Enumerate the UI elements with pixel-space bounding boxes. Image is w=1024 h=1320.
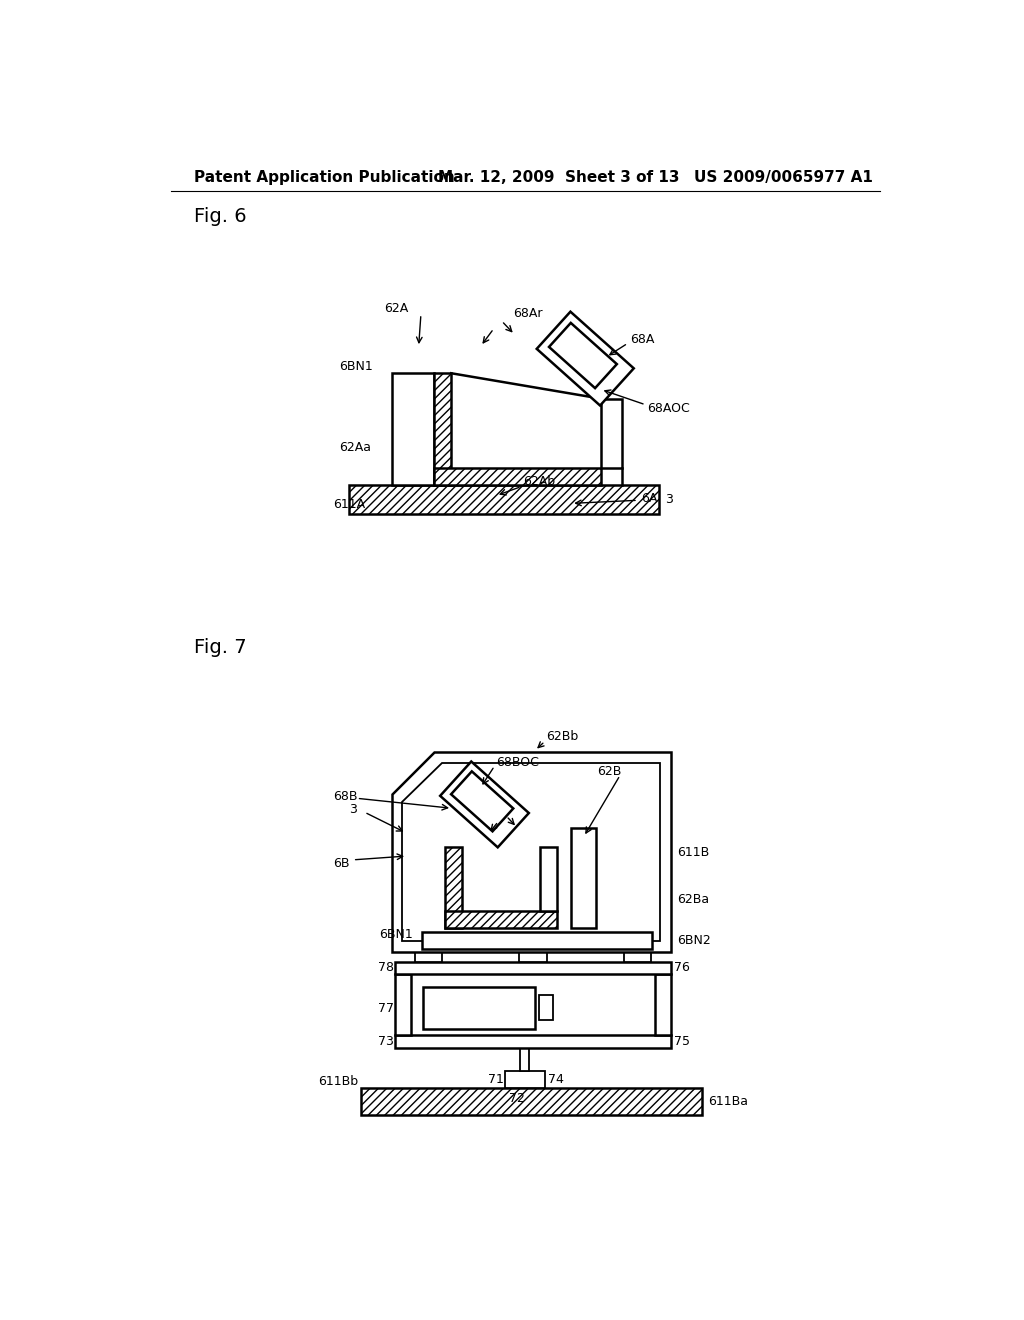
Text: 62Ba: 62Ba bbox=[677, 892, 709, 906]
Text: US 2009/0065977 A1: US 2009/0065977 A1 bbox=[693, 170, 872, 185]
Polygon shape bbox=[395, 1035, 671, 1048]
Text: 6A: 6A bbox=[641, 492, 657, 506]
Polygon shape bbox=[601, 399, 623, 469]
Text: 68A: 68A bbox=[630, 333, 654, 346]
Polygon shape bbox=[549, 323, 616, 388]
Text: 68Ar: 68Ar bbox=[513, 308, 543, 321]
Polygon shape bbox=[423, 987, 535, 1030]
Polygon shape bbox=[537, 312, 634, 405]
Text: 611B: 611B bbox=[677, 846, 709, 859]
Text: 62B: 62B bbox=[597, 764, 622, 777]
Text: Fig. 6: Fig. 6 bbox=[194, 207, 247, 226]
Text: 68BOC: 68BOC bbox=[496, 755, 539, 768]
Polygon shape bbox=[415, 952, 442, 961]
Text: Mar. 12, 2009  Sheet 3 of 13: Mar. 12, 2009 Sheet 3 of 13 bbox=[438, 170, 680, 185]
Polygon shape bbox=[505, 1071, 545, 1088]
Text: 75: 75 bbox=[675, 1035, 690, 1048]
Text: 62Ab: 62Ab bbox=[523, 475, 555, 488]
Text: 3: 3 bbox=[665, 492, 673, 506]
Polygon shape bbox=[440, 762, 528, 847]
Text: 76: 76 bbox=[675, 961, 690, 974]
Polygon shape bbox=[391, 752, 671, 952]
Text: 62Bb: 62Bb bbox=[547, 730, 579, 743]
Polygon shape bbox=[451, 771, 513, 832]
Polygon shape bbox=[624, 952, 651, 961]
Text: Patent Application Publication: Patent Application Publication bbox=[194, 170, 455, 185]
Text: 74: 74 bbox=[548, 1073, 564, 1086]
Polygon shape bbox=[520, 1048, 529, 1071]
Polygon shape bbox=[395, 974, 411, 1035]
Polygon shape bbox=[539, 995, 553, 1020]
Polygon shape bbox=[422, 932, 652, 949]
Polygon shape bbox=[445, 911, 557, 928]
Text: 611Ba: 611Ba bbox=[708, 1096, 748, 1109]
Text: 6BN2: 6BN2 bbox=[677, 935, 711, 948]
Polygon shape bbox=[655, 974, 671, 1035]
Text: Fig. 7: Fig. 7 bbox=[194, 638, 247, 657]
Polygon shape bbox=[434, 469, 601, 484]
Polygon shape bbox=[395, 961, 671, 974]
Text: 77: 77 bbox=[378, 1002, 394, 1015]
Polygon shape bbox=[571, 828, 596, 928]
Text: 611Bb: 611Bb bbox=[317, 1074, 358, 1088]
Polygon shape bbox=[434, 374, 452, 484]
Polygon shape bbox=[349, 484, 658, 515]
Polygon shape bbox=[519, 952, 547, 961]
Text: 71: 71 bbox=[487, 1073, 504, 1086]
Polygon shape bbox=[445, 847, 462, 928]
Text: 78: 78 bbox=[378, 961, 394, 974]
Text: 62Aa: 62Aa bbox=[339, 441, 371, 454]
Text: 72: 72 bbox=[509, 1092, 524, 1105]
Text: 611A: 611A bbox=[334, 499, 366, 511]
Text: 3: 3 bbox=[349, 804, 356, 816]
Polygon shape bbox=[402, 763, 659, 941]
Polygon shape bbox=[360, 1088, 701, 1114]
Text: 6B: 6B bbox=[334, 857, 350, 870]
Text: 73: 73 bbox=[378, 1035, 394, 1048]
Polygon shape bbox=[541, 847, 557, 911]
Polygon shape bbox=[391, 374, 434, 484]
Text: 6BN1: 6BN1 bbox=[339, 360, 373, 372]
Text: 6BN1: 6BN1 bbox=[379, 928, 413, 941]
Text: 68AOC: 68AOC bbox=[647, 403, 690, 416]
Text: 62A: 62A bbox=[384, 302, 408, 315]
Text: 68B: 68B bbox=[334, 791, 357, 804]
